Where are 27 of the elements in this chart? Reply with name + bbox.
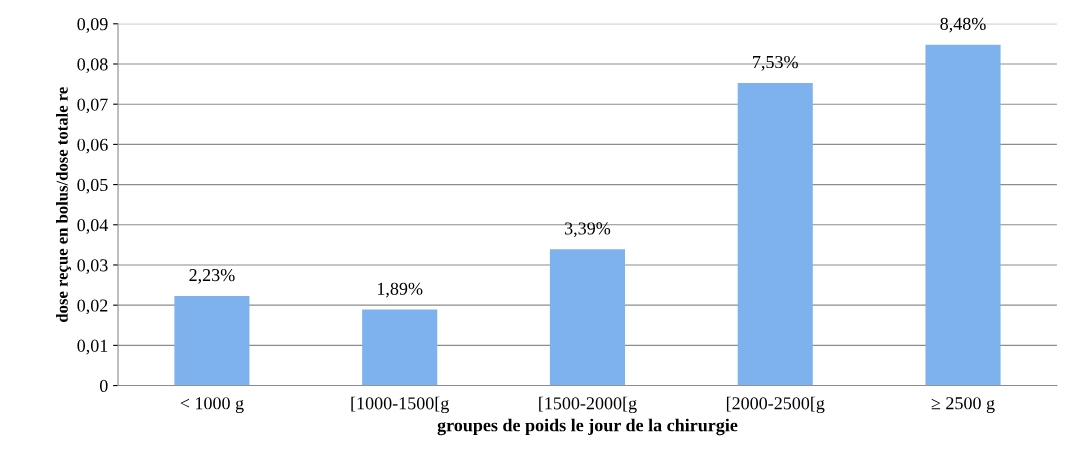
y-tick-label: 0,07 [77,98,108,114]
data-label: 1,89% [377,282,423,298]
y-tick-label: 0,02 [77,299,108,315]
y-tick-label: 0,05 [77,178,108,194]
y-tick-label: 0,03 [77,259,108,275]
bar [737,82,813,386]
y-tick-label: 0,01 [77,339,108,355]
y-tick-label: 0,08 [77,58,108,74]
y-axis-title: dose reçue en bolus/dose totale re [56,87,72,322]
x-axis-title: groupes de poids le jour de la chirurgie [437,418,738,436]
data-label: 8,48% [940,17,986,33]
bar [925,44,1001,386]
data-label: 7,53% [753,55,798,71]
y-tick-label: 0,04 [77,219,109,234]
bar [549,249,626,386]
x-tick-label: [1500-2000[g [539,396,637,414]
data-label: 3,39% [565,222,611,238]
x-tick-label: < 1000 g [180,397,244,414]
bar [174,295,250,386]
x-tick-label: ≥ 2500 g [931,397,995,414]
x-tick-label: [2000-2500[g [726,396,825,414]
y-tick-label: 0 [99,379,108,392]
y-tick-label: 0,09 [77,18,108,33]
bar [362,309,438,386]
y-tick-label: 0,06 [77,138,108,154]
data-label: 2,23% [189,268,235,284]
x-tick-label: [1000-1500[g [351,396,449,414]
